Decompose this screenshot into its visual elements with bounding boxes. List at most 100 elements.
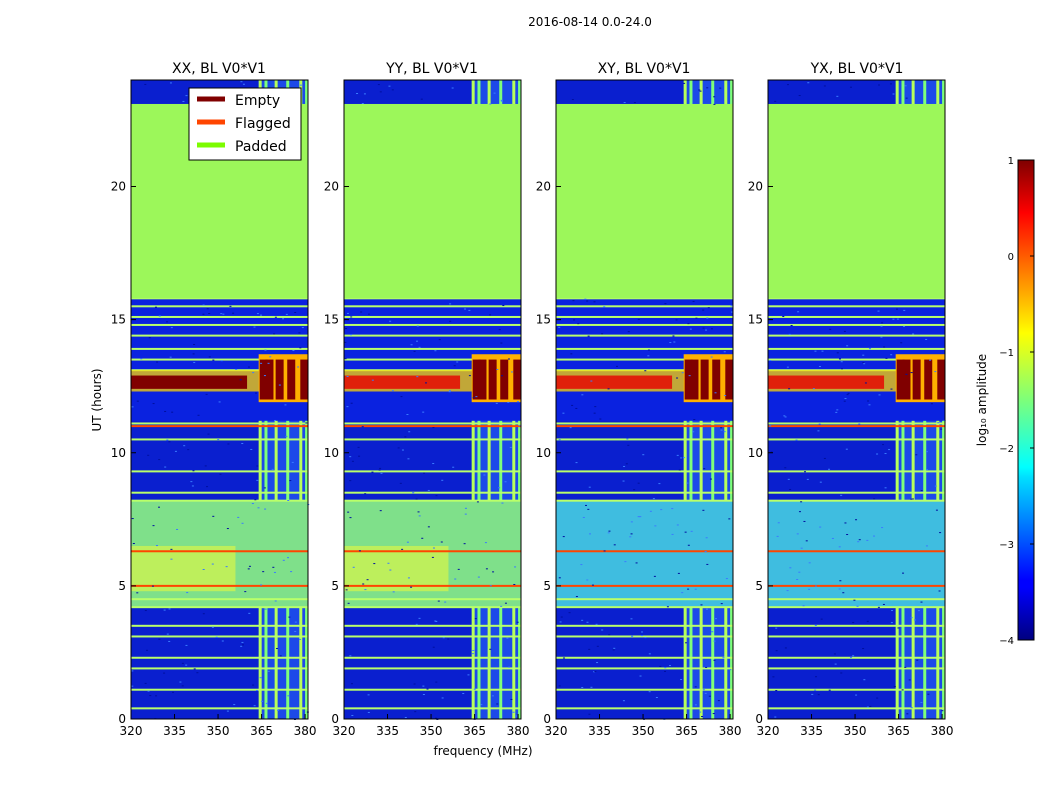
noise-speckle — [406, 541, 409, 543]
noise-speckle — [437, 600, 440, 602]
panel-xy-plot — [555, 79, 734, 720]
rfi-row — [131, 598, 308, 601]
noise-speckle — [424, 382, 427, 384]
noise-speckle — [500, 99, 503, 101]
noise-speckle — [256, 313, 259, 315]
noise-speckle — [136, 592, 139, 594]
strong-rfi — [768, 375, 885, 389]
noise-speckle — [572, 300, 575, 302]
y-tick-label: 0 — [331, 712, 339, 726]
noise-speckle — [190, 481, 193, 483]
noise-speckle — [164, 410, 167, 412]
rfi-row — [556, 358, 733, 361]
noise-speckle — [415, 498, 418, 500]
noise-speckle — [677, 572, 680, 574]
noise-speckle — [290, 571, 293, 573]
noise-speckle — [637, 318, 640, 320]
legend: Empty Flagged Padded — [188, 87, 302, 161]
rfi-row — [344, 688, 521, 691]
axes-frame — [130, 79, 309, 720]
band-rfi-peak — [924, 359, 933, 400]
noise-speckle — [623, 102, 626, 104]
noise-speckle — [581, 394, 584, 396]
noise-speckle — [156, 361, 159, 363]
noise-speckle — [713, 659, 716, 661]
noise-speckle — [817, 694, 820, 696]
noise-speckle — [688, 375, 691, 377]
noise-speckle — [633, 102, 636, 104]
noise-speckle — [823, 85, 826, 87]
noise-speckle — [690, 530, 693, 532]
rfi-row — [131, 688, 308, 691]
noise-speckle — [849, 656, 852, 658]
noise-speckle — [294, 312, 297, 314]
noise-speckle — [422, 411, 425, 413]
noise-speckle — [489, 103, 492, 105]
noise-speckle — [575, 407, 578, 409]
noise-speckle — [683, 82, 686, 84]
noise-speckle — [415, 623, 418, 625]
noise-speckle — [366, 579, 369, 581]
noise-speckle — [700, 604, 703, 606]
noise-speckle — [836, 95, 839, 97]
noise-speckle — [616, 365, 619, 367]
noise-speckle — [703, 468, 706, 470]
noise-speckle — [581, 686, 584, 688]
noise-speckle — [835, 411, 838, 413]
noise-speckle — [215, 636, 218, 638]
rfi-row — [768, 688, 945, 691]
noise-speckle — [788, 388, 791, 390]
noise-speckle — [254, 499, 257, 501]
noise-speckle — [713, 96, 716, 98]
noise-speckle — [849, 86, 852, 88]
noise-speckle — [462, 693, 465, 695]
noise-speckle — [500, 605, 503, 607]
noise-speckle — [475, 396, 478, 398]
noise-speckle — [196, 672, 199, 674]
noise-speckle — [285, 313, 288, 315]
noise-speckle — [464, 308, 467, 310]
band-rfi-peak — [472, 359, 481, 400]
noise-speckle — [927, 693, 930, 695]
noise-speckle — [587, 508, 590, 510]
noise-speckle — [836, 352, 839, 354]
y-tick-label: 0 — [118, 712, 126, 726]
noise-speckle — [852, 655, 855, 657]
noise-speckle — [873, 535, 876, 537]
noise-speckle — [808, 562, 811, 564]
noise-speckle — [627, 444, 630, 446]
flagged-row — [768, 425, 945, 428]
noise-speckle — [723, 351, 726, 353]
noise-speckle — [925, 545, 928, 547]
noise-speckle — [846, 394, 849, 396]
panel-yx-yticks: 0 5 10 15 20 — [748, 180, 773, 726]
flagged-row — [344, 425, 521, 428]
noise-speckle — [912, 333, 915, 335]
noise-speckle — [706, 317, 709, 319]
panel-xx-plot — [130, 79, 310, 720]
rfi-row — [556, 707, 733, 710]
noise-speckle — [144, 83, 147, 85]
noise-speckle — [367, 313, 370, 315]
noise-speckle — [252, 372, 255, 374]
noise-speckle — [675, 319, 678, 321]
noise-speckle — [775, 650, 778, 652]
noise-speckle — [708, 695, 711, 697]
rfi-row — [768, 624, 945, 627]
noise-speckle — [842, 592, 845, 594]
y-tick-label: 5 — [755, 579, 763, 593]
noise-speckle — [155, 695, 158, 697]
noise-speckle — [257, 507, 260, 509]
noise-speckle — [730, 311, 733, 313]
axes-frame — [767, 79, 946, 720]
noise-speckle — [654, 525, 657, 527]
noise-speckle — [903, 325, 906, 327]
rfi-row — [131, 499, 308, 502]
noise-speckle — [913, 619, 916, 621]
noise-speckle — [367, 711, 370, 713]
noise-speckle — [212, 515, 215, 517]
noise-speckle — [299, 84, 302, 86]
noise-speckle — [882, 603, 885, 605]
noise-speckle — [151, 585, 154, 587]
